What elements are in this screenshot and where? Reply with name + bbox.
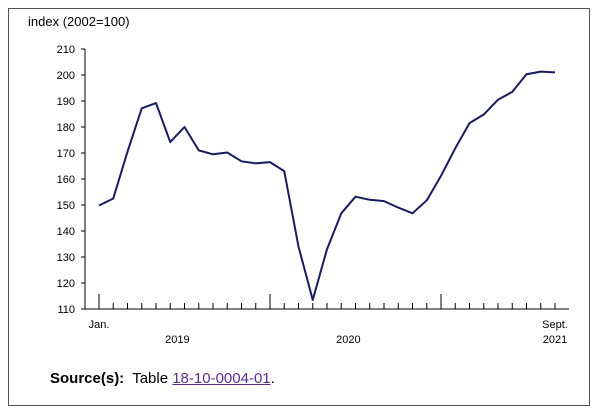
data-point — [141, 107, 143, 109]
source-line: Source(s): Table 18-10-0004-01. — [50, 370, 275, 387]
data-point — [412, 212, 414, 214]
data-point — [155, 102, 157, 104]
data-point — [397, 207, 399, 209]
data-point — [497, 99, 499, 101]
data-point — [340, 212, 342, 214]
data-point — [483, 114, 485, 116]
data-point — [198, 149, 200, 151]
data-point — [426, 199, 428, 201]
data-point — [112, 198, 114, 200]
y-tick-label: 190 — [57, 96, 75, 108]
y-tick-label: 210 — [57, 44, 75, 56]
x-start-label: Jan. — [89, 319, 110, 331]
x-year-label: 2020 — [336, 334, 360, 346]
source-label: Source(s): — [50, 370, 125, 387]
y-tick-label: 130 — [57, 252, 75, 264]
data-point — [212, 153, 214, 155]
y-tick-label: 180 — [57, 122, 75, 134]
data-point — [540, 71, 542, 73]
data-point — [98, 205, 100, 207]
data-point — [454, 147, 456, 149]
source-text: Table — [132, 370, 169, 387]
y-tick-label: 160 — [57, 174, 75, 186]
data-point — [469, 122, 471, 124]
chart-frame — [8, 8, 590, 406]
data-point — [184, 126, 186, 128]
data-point — [440, 175, 442, 177]
data-point — [269, 161, 271, 163]
data-point — [255, 162, 257, 164]
series-line — [98, 70, 556, 301]
source-suffix: . — [270, 370, 275, 387]
source-table-link[interactable]: 18-10-0004-01 — [172, 370, 271, 387]
data-point — [369, 199, 371, 201]
y-tick-label: 200 — [57, 70, 75, 82]
y-tick-label: 170 — [57, 148, 75, 160]
data-point — [511, 91, 513, 93]
y-tick-label: 150 — [57, 200, 75, 212]
data-point — [526, 73, 528, 75]
data-point — [127, 151, 129, 153]
x-end-label: Sept. — [542, 319, 568, 331]
data-point — [554, 71, 556, 73]
data-point — [326, 248, 328, 250]
data-point — [298, 246, 300, 248]
data-point — [312, 299, 314, 301]
x-year-label: 2021 — [543, 334, 567, 346]
data-point — [241, 160, 243, 162]
data-point — [226, 151, 228, 153]
data-point — [283, 170, 285, 172]
x-year-label: 2019 — [165, 334, 189, 346]
y-tick-label: 120 — [57, 278, 75, 290]
y-tick-label: 110 — [57, 304, 75, 316]
data-point — [169, 141, 171, 143]
data-point — [355, 196, 357, 198]
data-point — [383, 200, 385, 202]
y-axis-label: index (2002=100) — [28, 14, 130, 29]
y-tick-label: 140 — [57, 226, 75, 238]
